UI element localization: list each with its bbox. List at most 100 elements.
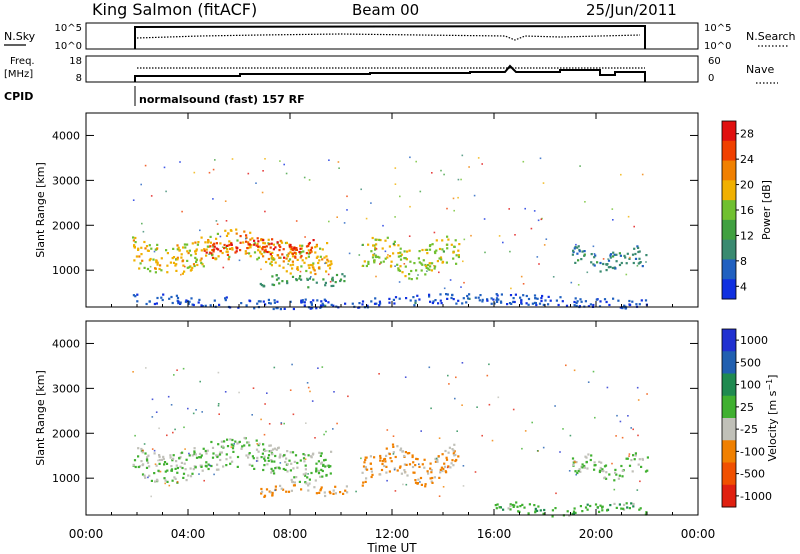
echo-cell	[621, 475, 624, 478]
echo-cell	[452, 298, 455, 301]
echo-cell	[175, 258, 178, 261]
echo-cell	[262, 245, 265, 249]
echo-cell	[372, 244, 375, 247]
y-tick-label: 3000	[52, 382, 80, 395]
echo-cell	[180, 256, 183, 259]
echo-cell	[446, 243, 449, 246]
echo-cell	[607, 259, 611, 262]
echo-speckle	[143, 443, 146, 445]
echo-cell	[547, 303, 550, 306]
echo-cell	[320, 452, 323, 455]
echo-cell	[444, 470, 447, 473]
echo-cell	[264, 449, 267, 452]
echo-cell	[132, 239, 135, 242]
echo-cell	[239, 241, 242, 244]
echo-cell	[431, 481, 434, 484]
echo-cell	[519, 296, 522, 299]
echo-cell	[300, 488, 303, 491]
echo-cell	[613, 253, 616, 256]
echo-cell	[572, 250, 575, 254]
echo-cell	[447, 238, 450, 241]
echo-cell	[154, 271, 157, 274]
echo-speckle	[306, 277, 308, 280]
echo-cell	[605, 300, 608, 304]
echo-cell	[170, 295, 173, 299]
echo-cell	[410, 269, 413, 273]
echo-cell	[397, 269, 400, 272]
echo-cell	[315, 462, 318, 465]
echo-speckle	[255, 182, 257, 184]
echo-speckle	[468, 166, 470, 168]
echo-cell	[439, 293, 442, 296]
echo-cell	[324, 281, 327, 284]
echo-cell	[193, 450, 196, 453]
colorbar-segment	[722, 440, 736, 463]
echo-cell	[512, 300, 515, 303]
echo-cell	[590, 454, 593, 457]
echo-cell	[137, 465, 140, 469]
echo-cell	[329, 264, 332, 267]
echo-cell	[345, 485, 348, 488]
echo-cell	[420, 483, 423, 486]
noise-right-tick-bottom: 10^0	[704, 41, 731, 52]
echo-cell	[576, 246, 579, 249]
echo-cell	[437, 455, 440, 458]
echo-cell	[429, 467, 432, 470]
echo-cell	[528, 503, 531, 506]
echo-cell	[301, 259, 304, 262]
velocity-echo-layer	[132, 362, 649, 518]
echo-speckle	[370, 202, 372, 204]
echo-speckle	[627, 415, 629, 417]
echo-cell	[631, 253, 635, 256]
echo-cell	[551, 515, 554, 518]
echo-cell	[321, 258, 324, 261]
echo-cell	[592, 263, 595, 266]
echo-speckle	[305, 422, 307, 424]
echo-cell	[379, 459, 382, 462]
echo-cell	[384, 460, 387, 463]
echo-cell	[323, 459, 326, 462]
echo-speckle	[438, 495, 441, 497]
echo-cell	[177, 300, 180, 303]
echo-cell	[379, 456, 382, 460]
echo-cell	[325, 255, 328, 258]
echo-speckle	[520, 275, 523, 278]
echo-cell	[393, 302, 396, 305]
echo-cell	[615, 253, 618, 256]
echo-cell	[637, 246, 640, 249]
echo-cell	[194, 241, 197, 244]
colorbar-segment	[722, 121, 736, 142]
echo-speckle	[419, 190, 422, 193]
echo-cell	[578, 305, 581, 308]
echo-cell	[589, 504, 592, 508]
echo-cell	[603, 465, 607, 468]
echo-cell	[452, 449, 455, 452]
echo-cell	[289, 300, 292, 303]
echo-cell	[179, 465, 182, 468]
echo-speckle	[163, 166, 166, 169]
echo-cell	[269, 253, 272, 256]
echo-cell	[294, 454, 298, 457]
echo-cell	[304, 472, 307, 475]
echo-cell	[226, 445, 230, 448]
echo-cell	[587, 305, 590, 308]
echo-cell	[332, 284, 335, 287]
echo-speckle	[474, 471, 477, 473]
echo-cell	[605, 269, 608, 272]
echo-speckle	[554, 405, 556, 407]
echo-speckle	[183, 426, 185, 429]
echo-cell	[339, 278, 343, 281]
echo-speckle	[279, 160, 281, 162]
echo-speckle	[637, 399, 640, 401]
echo-cell	[262, 300, 265, 303]
echo-cell	[412, 461, 415, 464]
echo-speckle	[154, 463, 157, 465]
echo-cell	[575, 301, 578, 305]
echo-cell	[401, 450, 404, 453]
echo-cell	[265, 245, 268, 248]
echo-cell	[494, 504, 497, 507]
echo-cell	[398, 297, 401, 300]
echo-cell	[583, 254, 586, 257]
echo-speckle	[611, 208, 614, 210]
echo-cell	[229, 462, 232, 465]
